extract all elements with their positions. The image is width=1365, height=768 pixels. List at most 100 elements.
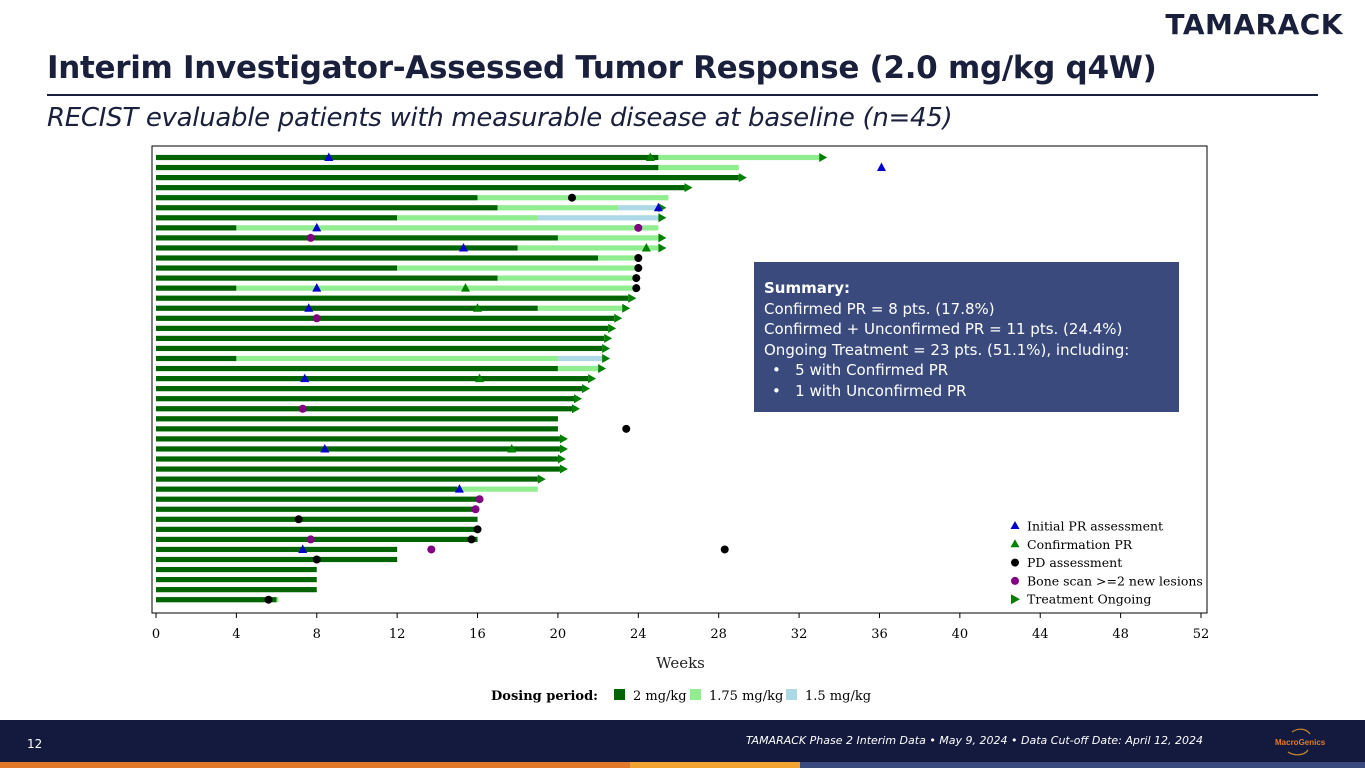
dose-bar <box>156 546 398 553</box>
pd-marker <box>467 535 476 544</box>
page-number: 12 <box>27 737 43 751</box>
ongoing-marker <box>571 404 580 414</box>
dose-bar <box>156 215 398 221</box>
dose-bar <box>537 305 623 311</box>
dosing-legend-swatch <box>614 689 625 700</box>
dose-bar <box>156 597 277 603</box>
legend-label: PD assessment <box>1027 555 1122 570</box>
bone-scan-marker <box>427 545 436 554</box>
dose-bar <box>397 265 639 271</box>
x-tick-label: 4 <box>232 627 240 642</box>
ongoing-marker <box>574 394 582 404</box>
initial-pr-marker <box>312 222 322 232</box>
x-tick-label: 40 <box>952 627 969 642</box>
dose-bar <box>457 486 538 492</box>
dose-bar <box>156 376 589 382</box>
ongoing-marker <box>658 243 667 253</box>
dose-bar <box>598 255 639 261</box>
bone-scan-marker <box>634 223 643 232</box>
x-tick-label: 44 <box>1032 627 1049 642</box>
dose-bar <box>156 205 498 211</box>
dose-bar <box>156 496 478 502</box>
dosing-legend-swatch <box>786 689 797 700</box>
tamarack-logo: TAMARACK <box>1165 8 1343 41</box>
pd-marker <box>622 424 631 433</box>
initial-pr-marker <box>653 202 663 212</box>
confirmation-pr-marker <box>473 303 483 312</box>
dose-bar <box>276 597 279 603</box>
dose-bar <box>156 345 603 352</box>
dose-bar <box>156 195 478 201</box>
dose-bar <box>156 526 478 532</box>
legend-label: Treatment Ongoing <box>1027 592 1151 607</box>
plot-frame <box>151 145 1208 614</box>
dose-bar <box>156 426 558 432</box>
dose-bar <box>156 566 317 573</box>
dose-bar <box>557 355 603 362</box>
footer-bar <box>0 720 1365 762</box>
dose-bar <box>156 235 558 241</box>
page-subtitle: RECIST evaluable patients with measurabl… <box>47 103 953 133</box>
bone-scan-marker <box>306 535 315 544</box>
dose-bar <box>156 285 237 291</box>
ongoing-marker <box>608 323 617 333</box>
dose-bar <box>156 436 560 442</box>
dose-bar <box>397 215 538 221</box>
pd-marker <box>264 595 273 604</box>
pd-marker <box>634 264 643 273</box>
dose-bar <box>497 205 619 211</box>
dose-bar <box>156 225 237 231</box>
dose-bar <box>156 416 558 422</box>
pd-marker <box>634 254 643 262</box>
dose-bar <box>156 164 659 171</box>
summary-line-confirmed: Confirmed PR = 8 pts. (17.8%) <box>764 299 995 318</box>
bullet-dot: • <box>772 361 781 379</box>
x-tick-label: 0 <box>152 627 160 642</box>
dose-bar <box>156 506 478 512</box>
x-tick-label: 12 <box>389 627 406 642</box>
dose-bar <box>658 154 820 161</box>
bone-scan-marker <box>298 404 307 413</box>
dose-bar <box>156 255 599 261</box>
summary-heading: Summary: <box>764 279 851 297</box>
legend-marker <box>1010 539 1020 548</box>
pd-marker <box>473 525 482 534</box>
ongoing-marker <box>604 333 613 343</box>
initial-pr-marker <box>876 162 886 172</box>
ongoing-marker <box>582 384 591 394</box>
initial-pr-marker <box>298 544 308 553</box>
initial-pr-marker <box>304 303 314 312</box>
pd-marker <box>294 515 303 524</box>
ongoing-marker <box>658 213 667 223</box>
dose-bar <box>156 335 605 341</box>
legend-marker <box>1011 594 1020 605</box>
dose-bar <box>156 154 659 161</box>
initial-pr-marker <box>458 242 468 252</box>
ongoing-marker <box>658 233 667 243</box>
ongoing-marker <box>588 374 597 384</box>
ongoing-marker <box>537 474 546 484</box>
dose-bar <box>156 275 498 281</box>
dose-bar <box>156 486 458 492</box>
bone-scan-marker <box>306 233 315 242</box>
ongoing-marker <box>738 173 747 183</box>
ongoing-marker <box>559 464 568 474</box>
dose-bar <box>236 355 558 362</box>
x-axis-label: Weeks <box>656 654 705 672</box>
ongoing-marker <box>819 153 828 162</box>
dose-bar <box>156 325 609 331</box>
legend-label: Confirmation PR <box>1027 537 1133 552</box>
ongoing-marker <box>602 354 611 363</box>
legend-marker <box>1010 521 1020 529</box>
confirmation-pr-marker <box>507 443 517 453</box>
ongoing-marker <box>559 434 568 444</box>
footer-stripe-gold <box>630 762 800 768</box>
ongoing-marker <box>628 293 637 303</box>
dose-bar <box>557 365 599 372</box>
pd-marker <box>720 545 729 554</box>
x-tick-label: 8 <box>313 627 321 642</box>
ongoing-marker <box>559 444 568 454</box>
summary-box: Summary: Confirmed PR = 8 pts. (17.8%) C… <box>754 262 1179 412</box>
dose-bar <box>156 245 518 251</box>
title-rule <box>47 94 1318 96</box>
